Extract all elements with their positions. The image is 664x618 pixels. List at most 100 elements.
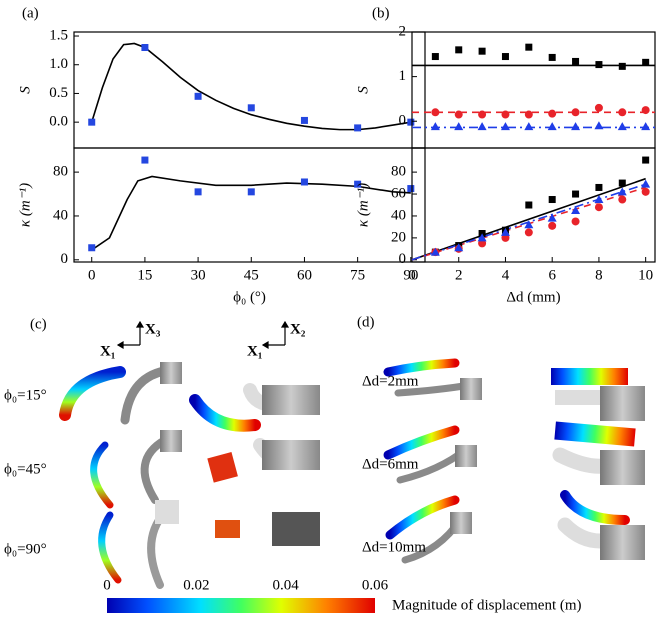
marker <box>500 122 510 131</box>
colorbar-tick-label: 0 <box>103 577 111 593</box>
marker <box>641 179 651 188</box>
marker <box>431 53 439 61</box>
marker <box>524 220 534 229</box>
plot-frame <box>411 31 656 149</box>
axis-name: X₁ <box>247 343 262 359</box>
row-label: ϕ₀=90° <box>4 541 47 557</box>
axis-name: X₃ <box>145 321 161 337</box>
marker <box>141 156 149 164</box>
plot-frame <box>73 147 426 263</box>
row-label: Δd=2mm <box>362 373 419 389</box>
marker <box>641 187 650 196</box>
marker <box>194 92 202 100</box>
marker <box>594 103 603 112</box>
marker <box>247 188 255 196</box>
marker <box>548 53 556 61</box>
x-tick-label: 90 <box>403 267 418 283</box>
x-tick-label: 10 <box>638 267 653 283</box>
marker <box>300 116 308 124</box>
row-label: ϕ₀=45° <box>4 461 47 477</box>
marker <box>354 124 362 132</box>
y-tick-label: 1 <box>399 68 407 84</box>
x-tick-label: 4 <box>502 267 510 283</box>
axis-name: X₁ <box>100 343 115 359</box>
x-tick-label: 60 <box>297 267 312 283</box>
row-label: ϕ₀=15° <box>4 387 47 403</box>
y-tick-label: 1.0 <box>49 56 68 72</box>
marker <box>88 244 96 252</box>
marker <box>454 122 464 131</box>
marker <box>548 109 557 118</box>
marker <box>430 122 440 131</box>
panel-label: (b) <box>372 5 390 21</box>
marker <box>571 122 581 131</box>
x-tick-label: 0 <box>88 267 96 283</box>
marker <box>524 110 533 119</box>
marker <box>595 183 603 191</box>
marker <box>524 122 534 131</box>
marker <box>501 53 509 61</box>
marker <box>141 44 149 52</box>
marker <box>641 106 650 115</box>
marker <box>454 243 464 252</box>
marker <box>194 188 202 196</box>
x-axis-label: Δd (mm) <box>506 289 560 305</box>
colorbar-tick-label: 0.06 <box>362 577 389 593</box>
y-tick-label: 40 <box>53 207 68 223</box>
marker <box>548 196 556 204</box>
y-axis-label: S <box>355 86 371 94</box>
x-tick-label: 2 <box>455 267 463 283</box>
y-tick-label: 20 <box>391 229 406 245</box>
y-axis-label: S <box>17 86 33 94</box>
row-label: Δd=10mm <box>362 539 426 555</box>
panel-label: (c) <box>30 316 47 332</box>
x-tick-label: 75 <box>350 267 365 283</box>
marker <box>618 108 627 117</box>
marker <box>617 187 627 196</box>
y-tick-label: 80 <box>53 164 68 180</box>
marker <box>618 179 626 187</box>
marker <box>571 108 580 117</box>
marker <box>594 195 604 204</box>
marker <box>595 61 603 69</box>
simulation-images <box>59 358 645 589</box>
x-tick-label: 0 <box>408 267 416 283</box>
x-tick-label: 30 <box>191 267 206 283</box>
fit-line <box>90 42 411 131</box>
plot-frame <box>411 147 656 263</box>
marker <box>477 122 487 131</box>
x-tick-label: 15 <box>137 267 152 283</box>
marker <box>642 156 650 164</box>
marker <box>478 110 487 119</box>
marker <box>407 118 415 126</box>
marker <box>571 205 581 214</box>
y-tick-label: 1.5 <box>49 27 68 43</box>
marker <box>572 190 580 198</box>
marker <box>572 57 580 65</box>
marker <box>642 58 650 66</box>
marker <box>477 233 487 242</box>
y-tick-label: 0.5 <box>49 85 68 101</box>
panel-label: (a) <box>22 5 39 21</box>
marker <box>407 185 415 193</box>
marker <box>524 228 533 237</box>
x-axis-label: ϕ₀ (°) <box>233 289 266 305</box>
marker <box>88 118 96 126</box>
marker <box>525 43 533 51</box>
marker <box>547 122 557 131</box>
colorbar-label: Magnitude of displacement (m) <box>392 597 582 613</box>
plot-frame <box>73 31 426 149</box>
y-axis-label: κ (m⁻¹) <box>17 183 33 227</box>
axis-glyph <box>116 320 290 350</box>
marker <box>641 122 651 131</box>
y-tick-label: 40 <box>391 207 406 223</box>
marker <box>247 104 255 112</box>
marker <box>430 247 440 256</box>
marker <box>454 110 463 119</box>
colorbar <box>107 598 375 613</box>
y-tick-label: 0 <box>399 113 407 129</box>
marker <box>548 221 557 230</box>
colorbar-tick-label: 0.02 <box>183 577 209 593</box>
y-tick-label: 0 <box>61 251 69 267</box>
